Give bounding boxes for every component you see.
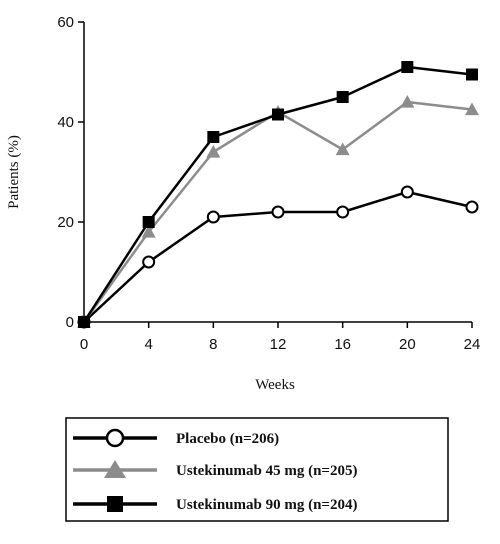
data-point (142, 255, 156, 269)
data-point (465, 200, 479, 214)
series-0 (77, 185, 479, 329)
axis-ticks: 0 20 40 60 0 4 8 12 16 20 24 (57, 14, 480, 353)
x-tick-label: 12 (270, 336, 287, 353)
legend: Placebo (n=206) Ustekinumab 45 mg (n=205)… (65, 417, 449, 522)
data-point (141, 225, 156, 238)
y-axis-title: Patients (%) (6, 135, 22, 209)
legend-marker (104, 460, 126, 478)
legend-label: Ustekinumab 45 mg (n=205) (176, 463, 357, 479)
legend-marker (107, 496, 123, 512)
x-tick-label: 20 (399, 336, 416, 353)
plot-area: 0 20 40 60 0 4 8 12 16 20 24 (57, 14, 480, 353)
y-tick-label: 0 (66, 314, 74, 331)
x-axis-title: Weeks (255, 377, 295, 393)
data-point (272, 108, 284, 121)
legend-item-2: Ustekinumab 90 mg (n=204) (73, 496, 357, 513)
data-point (465, 102, 479, 116)
data-point (207, 131, 220, 143)
data-point (401, 61, 414, 73)
data-point (400, 95, 415, 108)
data-point (466, 68, 478, 81)
legend-item-1: Ustekinumab 45 mg (n=205) (73, 460, 357, 479)
x-tick-label: 0 (80, 336, 88, 353)
data-point (335, 142, 350, 156)
data-point (78, 316, 90, 328)
x-tick-label: 16 (334, 336, 351, 353)
data-point (271, 205, 285, 219)
y-tick-label: 60 (57, 14, 74, 31)
series-layer (77, 61, 479, 329)
x-tick-label: 4 (144, 336, 152, 353)
x-tick-label: 8 (209, 336, 217, 353)
series-2 (78, 61, 478, 328)
legend-marker (105, 428, 125, 448)
legend-label: Ustekinumab 90 mg (n=204) (176, 497, 357, 513)
x-tick-label: 24 (464, 336, 481, 353)
data-point (206, 210, 220, 224)
data-point (400, 185, 414, 199)
y-tick-label: 20 (57, 214, 74, 231)
y-tick-label: 40 (57, 114, 74, 131)
data-point (142, 216, 155, 228)
legend-label: Placebo (n=206) (176, 431, 279, 447)
legend-item-0: Placebo (n=206) (73, 428, 279, 448)
data-point (336, 91, 349, 103)
data-point (336, 205, 350, 219)
data-point (206, 145, 221, 158)
